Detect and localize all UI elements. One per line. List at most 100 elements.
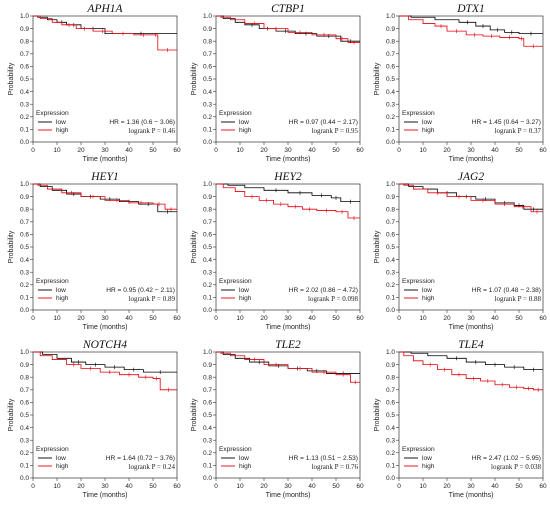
panel-ctbp1-y-tick-label: 0.1: [203, 127, 212, 134]
panel-jag2-legend-label-low: low: [422, 287, 432, 294]
panel-dtx1-y-tick-label: 0.6: [386, 64, 395, 71]
panel-aph1a-legend-title: Expression: [36, 110, 69, 117]
panel-hey1-x-tick-label: 20: [77, 315, 85, 322]
panel-hey2-y-tick-label: 0.7: [203, 219, 212, 226]
panel-tle2-legend-label-high: high: [239, 463, 252, 470]
panel-tle4-y-tick-label: 0.2: [386, 450, 395, 457]
panel-hey2-y-axis-label: Probability: [191, 230, 198, 263]
panel-jag2: JAG2 0 10 20 30 40 50 60 0.0 0.1 0.2 0.3 0.4 0.5 0.6 0.…: [374, 171, 547, 331]
panel-hey2-legend-title: Expression: [219, 278, 252, 285]
panel-tle2-y-tick-label: 1.0: [203, 349, 212, 356]
panel-jag2-y-tick-label: 0.3: [386, 269, 395, 276]
panel-tle2-y-tick-label: 0.9: [203, 362, 212, 369]
panel-notch4-x-tick-label: 50: [149, 483, 157, 490]
panel-aph1a-y-tick-label: 0.6: [20, 64, 29, 71]
panel-hey2-y-tick-label: 0.0: [203, 307, 212, 314]
panel-aph1a-y-tick-label: 0.0: [20, 139, 29, 146]
panel-ctbp1-x-tick-label: 40: [308, 147, 316, 154]
panel-dtx1-y-tick-label: 0.3: [386, 101, 395, 108]
panel-tle2-y-tick-label: 0.1: [203, 463, 212, 470]
panel-hey1-y-tick-label: 0.6: [20, 232, 29, 239]
panel-aph1a-y-tick-label: 0.4: [20, 89, 29, 96]
panel-notch4-x-tick-label: 10: [53, 483, 61, 490]
panel-tle4-x-tick-label: 0: [397, 483, 401, 490]
panel-aph1a-y-tick-label: 0.5: [20, 76, 29, 83]
panel-hey2-y-tick-label: 0.6: [203, 232, 212, 239]
panel-hey2-x-tick-label: 30: [284, 315, 292, 322]
panel-ctbp1-title: CTBP1: [271, 3, 305, 15]
panel-dtx1-legend-label-high: high: [422, 127, 435, 134]
panel-tle2-hr-text: HR = 1.13 (0.51 − 2.53): [289, 455, 358, 462]
panel-ctbp1-y-tick-label: 1.0: [203, 13, 212, 20]
panel-notch4-y-tick-label: 0.6: [20, 400, 29, 407]
panel-tle2-legend-label-low: low: [239, 455, 249, 462]
panel-hey1-x-axis-label: Time (months): [83, 324, 128, 331]
panel-ctbp1-y-tick-label: 0.6: [203, 64, 212, 71]
panel-jag2-x-tick-label: 0: [397, 315, 401, 322]
panel-tle4-legend-label-high: high: [422, 463, 435, 470]
panel-notch4-y-tick-label: 0.5: [20, 412, 29, 419]
panel-aph1a-curve-high: [33, 15, 177, 51]
panel-ctbp1-y-tick-label: 0.9: [203, 26, 212, 33]
panel-notch4-y-tick-label: 0.2: [20, 450, 29, 457]
panel-hey1-y-tick-label: 0.3: [20, 269, 29, 276]
panel-notch4-x-tick-label: 0: [31, 483, 35, 490]
panel-tle4-logrank-text: logrank P = 0.038: [491, 463, 541, 471]
panel-aph1a-x-tick-label: 60: [173, 147, 181, 154]
panel-ctbp1-y-axis-label: Probability: [191, 62, 198, 95]
panel-hey2-x-tick-label: 40: [308, 315, 316, 322]
panel-hey2-y-tick-label: 0.1: [203, 295, 212, 302]
panel-notch4-legend-title: Expression: [36, 446, 69, 453]
panel-tle4-x-tick-label: 40: [491, 483, 499, 490]
panel-jag2-legend-title: Expression: [402, 278, 435, 285]
panel-jag2-y-tick-label: 0.4: [386, 257, 395, 264]
panel-aph1a-y-tick-label: 0.9: [20, 26, 29, 33]
panel-hey1-x-tick-label: 50: [149, 315, 157, 322]
panel-aph1a-x-tick-label: 20: [77, 147, 85, 154]
panel-aph1a-legend-label-low: low: [56, 119, 66, 126]
panel-ctbp1-hr-text: HR = 0.97 (0.44 − 2.17): [289, 119, 358, 126]
panel-tle2-y-tick-label: 0.3: [203, 437, 212, 444]
panel-notch4-curve-high: [33, 351, 177, 391]
panel-aph1a-x-tick-label: 30: [101, 147, 109, 154]
panel-notch4-x-tick-label: 60: [173, 483, 181, 490]
panel-aph1a-y-tick-label: 1.0: [20, 13, 29, 20]
panel-notch4-x-tick-label: 30: [101, 483, 109, 490]
panel-notch4-curve-low: [33, 351, 177, 373]
panel-hey1-logrank-text: logrank P = 0.89: [129, 295, 176, 303]
panel-hey1-x-tick-label: 0: [31, 315, 35, 322]
panel-hey2-title: HEY2: [273, 171, 302, 183]
panel-tle2-y-tick-label: 0.6: [203, 400, 212, 407]
panel-notch4-legend-label-high: high: [56, 463, 69, 470]
panel-tle4-y-tick-label: 0.0: [386, 475, 395, 482]
panel-hey2-curve-high: [216, 183, 360, 219]
panel-jag2-hr-text: HR = 1.07 (0.48 − 2.38): [472, 287, 541, 294]
panel-ctbp1-x-tick-label: 10: [236, 147, 244, 154]
panel-dtx1-y-axis-label: Probability: [374, 62, 381, 95]
panel-tle4-legend-label-low: low: [422, 455, 432, 462]
panel-tle4-y-tick-label: 0.6: [386, 400, 395, 407]
panel-hey2-x-tick-label: 60: [356, 315, 364, 322]
panel-dtx1-logrank-text: logrank P = 0.37: [495, 127, 542, 135]
panel-notch4-y-tick-label: 0.3: [20, 437, 29, 444]
panel-dtx1-y-tick-label: 0.0: [386, 139, 395, 146]
panel-aph1a-x-tick-label: 0: [31, 147, 35, 154]
panel-dtx1-hr-text: HR = 1.45 (0.64 − 3.27): [472, 119, 541, 126]
panel-hey1-y-tick-label: 0.8: [20, 206, 29, 213]
panel-ctbp1-legend-label-low: low: [239, 119, 249, 126]
panel-tle2-y-tick-label: 0.2: [203, 450, 212, 457]
panel-tle4-y-tick-label: 1.0: [386, 349, 395, 356]
panel-hey1-y-axis-label: Probability: [8, 230, 15, 263]
panel-hey2-y-tick-label: 0.3: [203, 269, 212, 276]
panel-dtx1-x-tick-label: 40: [491, 147, 499, 154]
panel-jag2-x-tick-label: 30: [467, 315, 475, 322]
panel-tle4-y-tick-label: 0.9: [386, 362, 395, 369]
panel-notch4-logrank-text: logrank P = 0.24: [129, 463, 176, 471]
panel-jag2-y-axis-label: Probability: [374, 230, 381, 263]
panel-jag2-y-tick-label: 0.7: [386, 219, 395, 226]
panel-tle4-y-tick-label: 0.4: [386, 425, 395, 432]
panel-dtx1-legend-title: Expression: [402, 110, 435, 117]
panel-ctbp1-y-tick-label: 0.3: [203, 101, 212, 108]
panel-aph1a-x-axis-label: Time (months): [83, 156, 128, 163]
panel-hey1-y-tick-label: 0.9: [20, 194, 29, 201]
